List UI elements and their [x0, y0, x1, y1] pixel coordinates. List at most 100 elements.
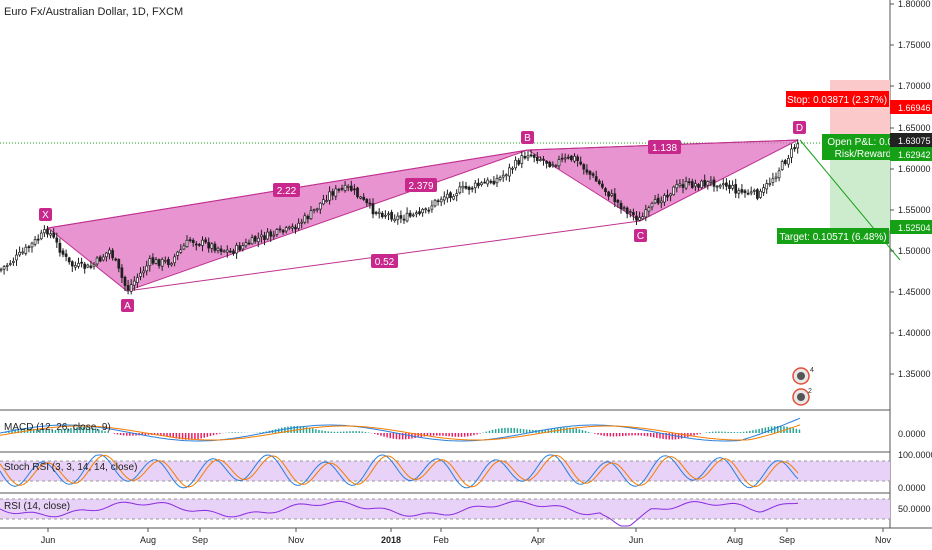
- price-axis[interactable]: 1.80000 1.75000 1.70000 1.65000 1.60000 1.550…: [890, 0, 931, 379]
- macd-histogram-bar: [445, 433, 447, 437]
- price-marker-current: 1.63075: [890, 133, 932, 147]
- svg-text:Risk/Reward: Risk/Reward: [835, 149, 892, 160]
- macd-histogram-bar: [584, 430, 587, 433]
- macd-histogram-bar: [293, 426, 295, 433]
- candle-body: [334, 188, 338, 197]
- macd-histogram-bar: [262, 432, 264, 433]
- candle-body: [427, 209, 431, 212]
- macd-histogram-bar: [95, 428, 97, 433]
- macd-histogram-bar: [206, 433, 209, 437]
- macd-histogram-bar: [91, 427, 94, 433]
- macd-histogram-bar: [780, 426, 782, 433]
- candle-body: [365, 199, 369, 204]
- macd-histogram-bar: [696, 433, 698, 435]
- candle-body: [405, 212, 409, 222]
- candle-body: [182, 245, 186, 250]
- macd-histogram-bar: [547, 429, 550, 433]
- macd-histogram-bar: [70, 427, 72, 433]
- rsi-band: [0, 499, 890, 519]
- price-candles: [0, 139, 800, 295]
- time-axis[interactable]: Jun Aug Sep Nov 2018 Feb Apr Jun Aug Sep Nov: [41, 528, 892, 545]
- macd-histogram-bar: [414, 433, 416, 439]
- macd-histogram-bar: [653, 433, 655, 438]
- macd-histogram-bar: [417, 433, 419, 438]
- macd-histogram-bar: [476, 433, 478, 435]
- candle-body: [746, 192, 750, 195]
- candle-body: [579, 161, 583, 165]
- time-tick-label: Jun: [41, 535, 56, 545]
- macd-histogram-bar: [467, 433, 469, 437]
- candle-body: [452, 196, 455, 200]
- macd-histogram-bar: [569, 427, 571, 433]
- macd-histogram-bar: [377, 433, 379, 435]
- candle-body: [411, 214, 415, 217]
- event-icon-earnings[interactable]: 4: [792, 367, 814, 385]
- macd-histogram-bar: [566, 427, 568, 433]
- macd-histogram-bar: [423, 433, 426, 437]
- macd-histogram-bar: [795, 428, 798, 433]
- candle-body: [173, 256, 176, 264]
- macd-histogram-bar: [343, 431, 345, 433]
- stoch-rsi-pane[interactable]: [0, 454, 799, 489]
- candle-body: [253, 236, 257, 242]
- macd-histogram-bar: [498, 428, 500, 433]
- candle-body: [24, 246, 28, 254]
- candle-body: [591, 173, 595, 176]
- macd-histogram-bar: [618, 433, 621, 437]
- candle-body: [89, 265, 93, 268]
- macd-histogram-bar: [436, 433, 438, 436]
- macd-histogram-bar: [85, 427, 88, 433]
- macd-histogram-bar: [606, 433, 608, 437]
- point-label-d: D: [793, 121, 806, 134]
- macd-histogram-bar: [439, 433, 441, 436]
- candle-body: [573, 155, 576, 162]
- macd-histogram-bar: [23, 428, 26, 433]
- macd-histogram-bar: [54, 429, 57, 433]
- svg-text:Target: 0.10571 (6.48%): Target: 0.10571 (6.48%): [779, 232, 886, 243]
- candle-body: [356, 187, 359, 198]
- macd-histogram-bar: [11, 429, 13, 433]
- price-marker-target: 1.52504: [890, 220, 932, 234]
- macd-histogram-bar: [67, 428, 69, 433]
- candle-body: [449, 192, 452, 198]
- candle-body: [675, 184, 679, 189]
- stop-label[interactable]: Stop: 0.03871 (2.37%): [786, 91, 889, 107]
- candle-body: [793, 147, 796, 150]
- macd-histogram-bar: [684, 433, 686, 438]
- candle-body: [492, 180, 496, 185]
- candle-body: [244, 242, 248, 247]
- macd-histogram-bar: [575, 428, 577, 433]
- ratio-label-bd: 1.138: [648, 140, 681, 154]
- macd-histogram-bar: [76, 427, 78, 433]
- candle-body: [433, 199, 437, 207]
- macd-histogram-bar: [333, 431, 336, 433]
- candle-body: [374, 212, 378, 214]
- svg-text:1.63075: 1.63075: [898, 136, 931, 146]
- macd-histogram-bar: [724, 431, 726, 433]
- macd-histogram-bar: [178, 433, 181, 440]
- candle-body: [467, 186, 471, 190]
- svg-text:A: A: [124, 301, 131, 312]
- candle-body: [247, 242, 251, 245]
- macd-histogram-bar: [166, 433, 168, 437]
- event-icon-news[interactable]: 2: [792, 388, 812, 406]
- macd-pane[interactable]: [0, 417, 801, 442]
- candle-body: [235, 244, 238, 254]
- target-label[interactable]: Target: 0.10571 (6.48%): [777, 228, 889, 244]
- stoch-axis-top: 100.0000: [898, 450, 932, 460]
- candle-body: [49, 233, 52, 236]
- macd-histogram-bar: [733, 432, 736, 433]
- candle-body: [154, 259, 158, 264]
- candle-body: [514, 159, 517, 169]
- macd-histogram-bar: [39, 429, 41, 433]
- stop-zone: [830, 80, 890, 140]
- macd-histogram-bar: [169, 433, 171, 438]
- macd-histogram-bar: [107, 432, 109, 433]
- candle-body: [92, 264, 96, 267]
- candle-body: [111, 250, 114, 259]
- candle-body: [188, 239, 192, 242]
- rsi-pane[interactable]: [0, 500, 799, 527]
- candle-body: [588, 171, 592, 175]
- open-pnl-label[interactable]: Open P&L: 0.00 Risk/Reward: [822, 134, 899, 160]
